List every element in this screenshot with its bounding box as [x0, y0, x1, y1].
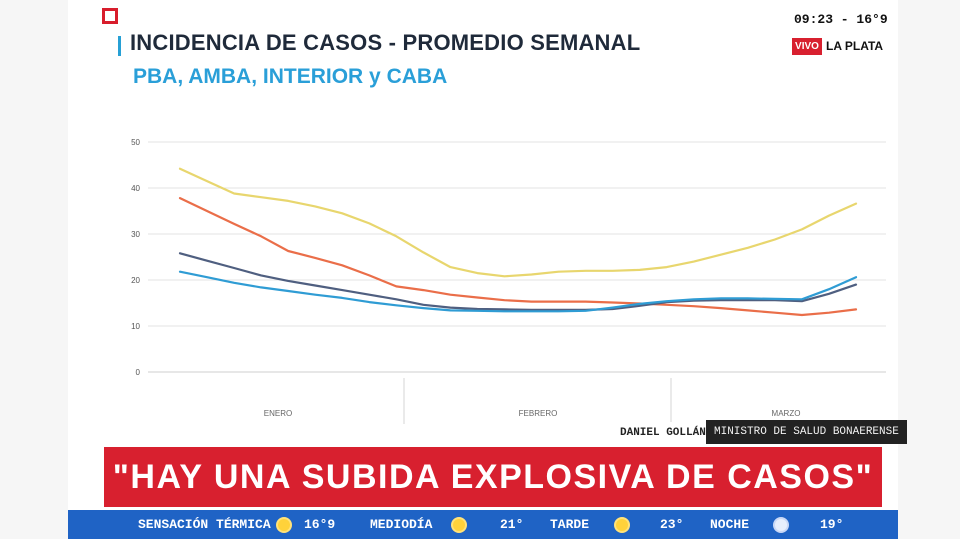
clock-temperature: 09:23 - 16°9 [794, 12, 888, 27]
series-line-3 [178, 270, 858, 313]
location-label: LA PLATA [826, 39, 884, 53]
weather-label-mediodia: MEDIODÍA [370, 517, 433, 532]
weather-value-mediodia: 21° [500, 517, 524, 532]
y-tick-label: 30 [131, 230, 140, 239]
right-margin-panel [898, 0, 960, 539]
title-accent-bar [118, 36, 121, 56]
weather-label-sensacion: SENSACIÓN TÉRMICA [138, 517, 271, 532]
moon-icon [775, 519, 787, 531]
sun-cloud-icon [616, 519, 628, 531]
sun-icon [278, 519, 290, 531]
left-margin-panel [0, 0, 68, 539]
series-line-0 [178, 167, 858, 278]
month-label: ENERO [264, 409, 292, 418]
weather-value-sensacion: 16°9 [304, 517, 336, 532]
series-line-2 [178, 252, 858, 311]
weather-value-tarde: 23° [660, 517, 684, 532]
speaker-name: DANIEL GOLLÁN [610, 422, 716, 444]
headline-text: "HAY UNA SUBIDA EXPLOSIVA DE CASOS" [112, 458, 874, 496]
headline-bar: "HAY UNA SUBIDA EXPLOSIVA DE CASOS" [104, 447, 882, 507]
live-badge: VIVO [792, 38, 822, 55]
channel-logo-icon [102, 8, 118, 24]
incidence-line-chart: 0 10 20 30 40 50 ENERO FEBRERO MARZO [131, 138, 886, 424]
weather-value-noche: 19° [820, 517, 844, 532]
y-tick-label: 10 [131, 322, 140, 331]
sun-icon [453, 519, 465, 531]
month-label: FEBRERO [519, 409, 558, 418]
weather-label-tarde: TARDE [550, 517, 590, 532]
month-label: MARZO [772, 409, 801, 418]
y-tick-label: 40 [131, 184, 140, 193]
series-line-1 [178, 196, 858, 317]
speaker-role: MINISTRO DE SALUD BONAERENSE [706, 420, 907, 444]
chart-subtitle: PBA, AMBA, INTERIOR y CABA [133, 65, 448, 88]
weather-label-noche: NOCHE [710, 517, 750, 532]
y-tick-label: 20 [131, 276, 140, 285]
chart-title: INCIDENCIA DE CASOS - PROMEDIO SEMANAL [130, 30, 641, 55]
y-tick-label: 0 [136, 368, 141, 377]
weather-ticker: SENSACIÓN TÉRMICA 16°9 MEDIODÍA 21° TARD… [68, 510, 898, 539]
y-tick-label: 50 [131, 138, 140, 147]
